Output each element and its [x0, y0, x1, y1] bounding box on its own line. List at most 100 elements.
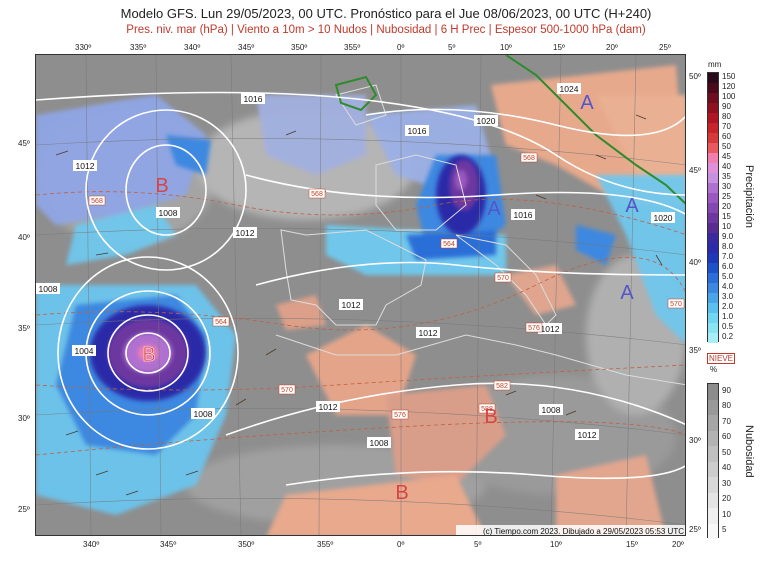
isobar-label: 1016: [514, 210, 533, 220]
thickness-label: 588: [481, 406, 493, 413]
low-pressure-center: B: [484, 406, 497, 428]
top-lon-tick: 330º: [75, 43, 92, 52]
map-subtitle: Pres. niv. mar (hPa) | Viento a 10m > 10…: [126, 24, 646, 36]
bottom-lon-tick: 340º: [83, 540, 100, 549]
thickness-label: 564: [443, 241, 455, 248]
bottom-lon-tick: 345º: [160, 540, 177, 549]
right-lat-tick: 25º: [689, 525, 701, 534]
border-line: [505, 55, 685, 205]
colorbar-value-label: 30: [722, 478, 731, 488]
colorbar-value-label: 80: [722, 401, 731, 411]
top-lon-tick: 355º: [344, 43, 361, 52]
thickness-label: 568: [311, 191, 323, 198]
colorbar-value-label: 2.0: [722, 302, 734, 311]
left-lat-tick: 30º: [18, 414, 30, 423]
thickness-label: 576: [528, 325, 540, 332]
colorbar-value-label: 4.0: [722, 282, 734, 291]
colorbar-segment: [708, 203, 718, 213]
border-line-uk: [334, 75, 378, 112]
colorbar-segment: [708, 83, 718, 93]
map-canvas: 1012 1008 1016 1016 1020 1024 1016 1020 …: [36, 55, 685, 536]
colorbar-segment: [708, 183, 718, 193]
snow-label: NIEVE: [707, 353, 736, 364]
colorbar-value-label: 20: [722, 202, 731, 211]
top-lon-tick: 5º: [448, 43, 456, 52]
colorbar-segment: [708, 415, 718, 431]
map-title: Modelo GFS. Lun 29/05/2023, 00 UTC. Pron…: [120, 6, 652, 21]
isobar-label: 1020: [654, 213, 673, 223]
colorbar-value-label: 150: [722, 72, 736, 81]
colorbar-value-label: 40: [722, 463, 731, 473]
colorbar-value-label: 8.0: [722, 242, 734, 251]
isobar-label: 1012: [578, 430, 597, 440]
colorbar-segment: [708, 143, 718, 153]
heavy-precip-layer: [90, 155, 486, 401]
colorbar-value-label: 5.0: [722, 272, 734, 281]
isobar-label: 1012: [541, 324, 560, 334]
left-lat-tick: 35º: [18, 324, 30, 333]
colorbar-segment: [708, 93, 718, 103]
credit-text: (c) Tiempo.com 2023. Dibujado a 29/05/20…: [483, 527, 684, 536]
isobar-label: 1008: [542, 405, 561, 415]
top-lon-tick: 350º: [291, 43, 308, 52]
weather-map[interactable]: 1012 1008 1016 1016 1020 1024 1016 1020 …: [35, 54, 686, 536]
colorbar-value-label: 20: [722, 494, 731, 504]
isobar-label: 1008: [159, 208, 178, 218]
precip-unit: mm: [708, 60, 722, 69]
isobar-label: 1012: [419, 328, 438, 338]
colorbar-value-label: 5: [722, 525, 727, 535]
colorbar-segment: [708, 273, 718, 283]
low-pressure-center: B: [155, 175, 168, 197]
colorbar-value-label: 50: [722, 142, 731, 151]
precip-colorbar: [707, 72, 719, 343]
colorbar-segment: [708, 430, 718, 446]
left-lat-tick: 25º: [18, 505, 30, 514]
thickness-labels: 568 568 568 564 564 570 570 576 570 576 …: [88, 152, 685, 420]
colorbar-segment: [708, 263, 718, 273]
colorbar-segment: [708, 153, 718, 163]
right-lat-tick: 45º: [689, 166, 701, 175]
top-lon-tick: 10º: [500, 43, 512, 52]
top-lon-tick: 0º: [397, 43, 405, 52]
colorbar-segment: [708, 213, 718, 223]
colorbar-value-label: 9.0: [722, 232, 734, 241]
colorbar-segment: [708, 333, 718, 343]
bottom-lon-tick: 355º: [317, 540, 334, 549]
left-lat-tick: 45º: [18, 139, 30, 148]
colorbar-segment: [708, 492, 718, 508]
colorbar-segment: [708, 113, 718, 123]
thickness-label: 570: [670, 301, 682, 308]
colorbar-segment: [708, 477, 718, 493]
colorbar-value-label: 60: [722, 432, 731, 442]
colorbar-value-label: 3.0: [722, 292, 734, 301]
isobar-label: 1004: [75, 346, 94, 356]
colorbar-value-label: 80: [722, 112, 731, 121]
colorbar-segment: [708, 461, 718, 477]
bottom-lon-tick: 15º: [626, 540, 638, 549]
precip-title: Precipitación: [743, 165, 755, 228]
colorbar-segment: [708, 193, 718, 203]
colorbar-value-label: 0.2: [722, 332, 734, 341]
colorbar-segment: [708, 293, 718, 303]
colorbar-value-label: 70: [722, 122, 731, 131]
top-lon-tick: 345º: [238, 43, 255, 52]
coastlines: [275, 84, 685, 386]
top-lon-tick: 335º: [130, 43, 147, 52]
isobar-label: 1012: [319, 402, 338, 412]
colorbar-segment: [708, 173, 718, 183]
isobar-label: 1012: [76, 161, 95, 171]
colorbar-segment: [708, 223, 718, 233]
credit-box: (c) Tiempo.com 2023. Dibujado a 29/05/20…: [456, 525, 685, 536]
bottom-lon-tick: 350º: [238, 540, 255, 549]
isobar-label: 1024: [560, 84, 579, 94]
cloud-unit: %: [710, 365, 718, 374]
thickness-contours: [36, 191, 685, 456]
colorbar-segment: [708, 163, 718, 173]
right-lat-tick: 30º: [689, 436, 701, 445]
colorbar-segment: [708, 303, 718, 313]
colorbar-value-label: 60: [722, 132, 731, 141]
thickness-label: 570: [281, 387, 293, 394]
cloud-title: Nubosidad: [743, 425, 755, 478]
colorbar-segment: [708, 73, 718, 83]
graticule: [36, 55, 685, 535]
